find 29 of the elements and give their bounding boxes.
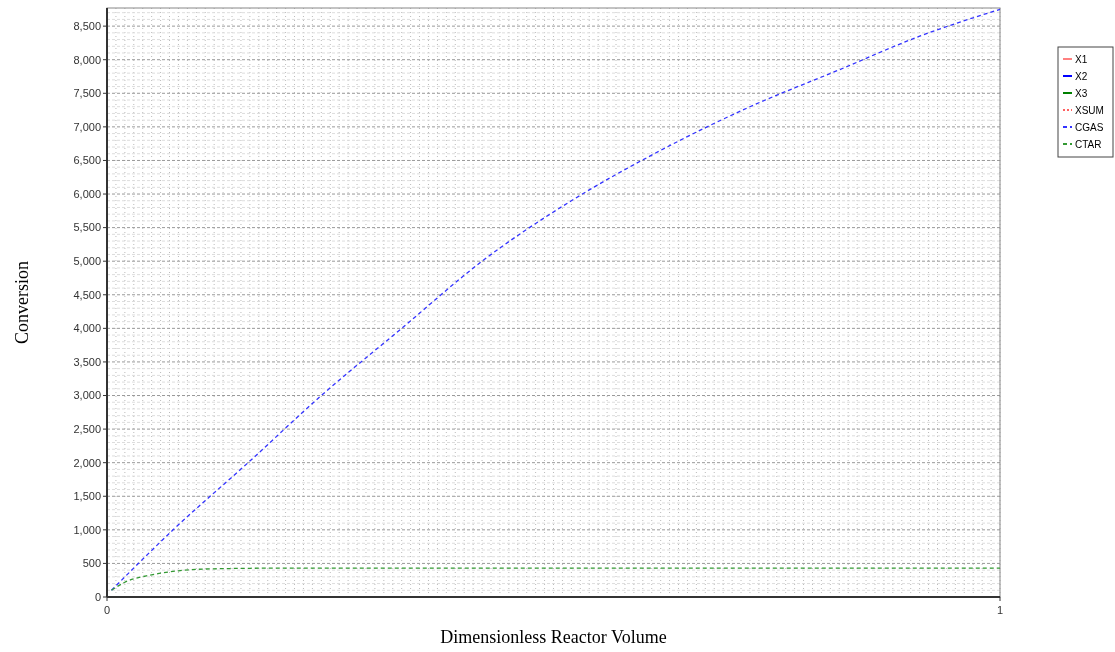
legend-label: X3 [1075, 87, 1088, 99]
y-tick-label: 8,500 [73, 19, 101, 32]
legend-label: X1 [1075, 53, 1088, 65]
y-tick-label: 1,000 [73, 523, 101, 536]
y-tick-label: 6,000 [73, 187, 101, 200]
y-tick-label: 6,500 [73, 154, 101, 167]
line-series [110, 567, 1001, 591]
y-tick-label: 3,500 [73, 355, 101, 368]
legend-label: CTAR [1075, 138, 1102, 150]
line-series [110, 8, 1001, 591]
y-tick-label: 7,000 [73, 120, 101, 133]
y-tick-label: 1,500 [73, 490, 101, 503]
y-tick-label: 5,500 [73, 221, 101, 234]
y-tick-label: 2,000 [73, 456, 101, 469]
legend-label: CGAS [1075, 121, 1104, 133]
legend-label: X2 [1075, 70, 1088, 82]
y-tick-label: 2,500 [73, 422, 101, 435]
legend-label: XSUM [1075, 104, 1104, 116]
y-tick-label: 4,500 [73, 288, 101, 301]
y-tick-label: 0 [94, 590, 101, 603]
y-tick-label: 500 [82, 557, 101, 570]
x-axis-title: Dimensionless Reactor Volume [440, 627, 667, 647]
y-tick-label: 7,500 [73, 87, 101, 100]
x-tick-label: 1 [996, 604, 1004, 616]
y-tick-label: 4,000 [73, 322, 101, 335]
y-axis-title: Conversion [12, 261, 32, 344]
y-tick-label: 5,000 [73, 255, 101, 268]
y-tick-label: 8,000 [73, 53, 101, 66]
y-tick-label: 3,000 [73, 389, 101, 402]
